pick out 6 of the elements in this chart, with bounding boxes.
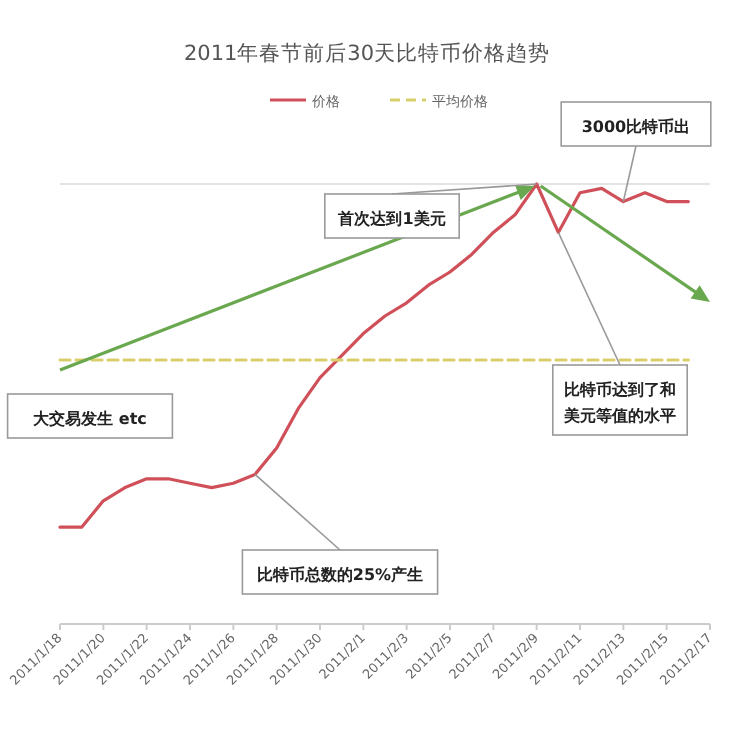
annotation: 首次达到1美元: [336, 208, 446, 228]
chart-title: 2011年春节前后30天比特币价格趋势: [183, 40, 551, 66]
annotation: 3000比特币出: [581, 118, 691, 136]
annotation: 大交易发生 etc: [33, 408, 148, 428]
annotation: 比特币达到了和美元等值的水平: [562, 381, 676, 425]
annotation: 比特币总数的25%产生: [256, 566, 424, 584]
